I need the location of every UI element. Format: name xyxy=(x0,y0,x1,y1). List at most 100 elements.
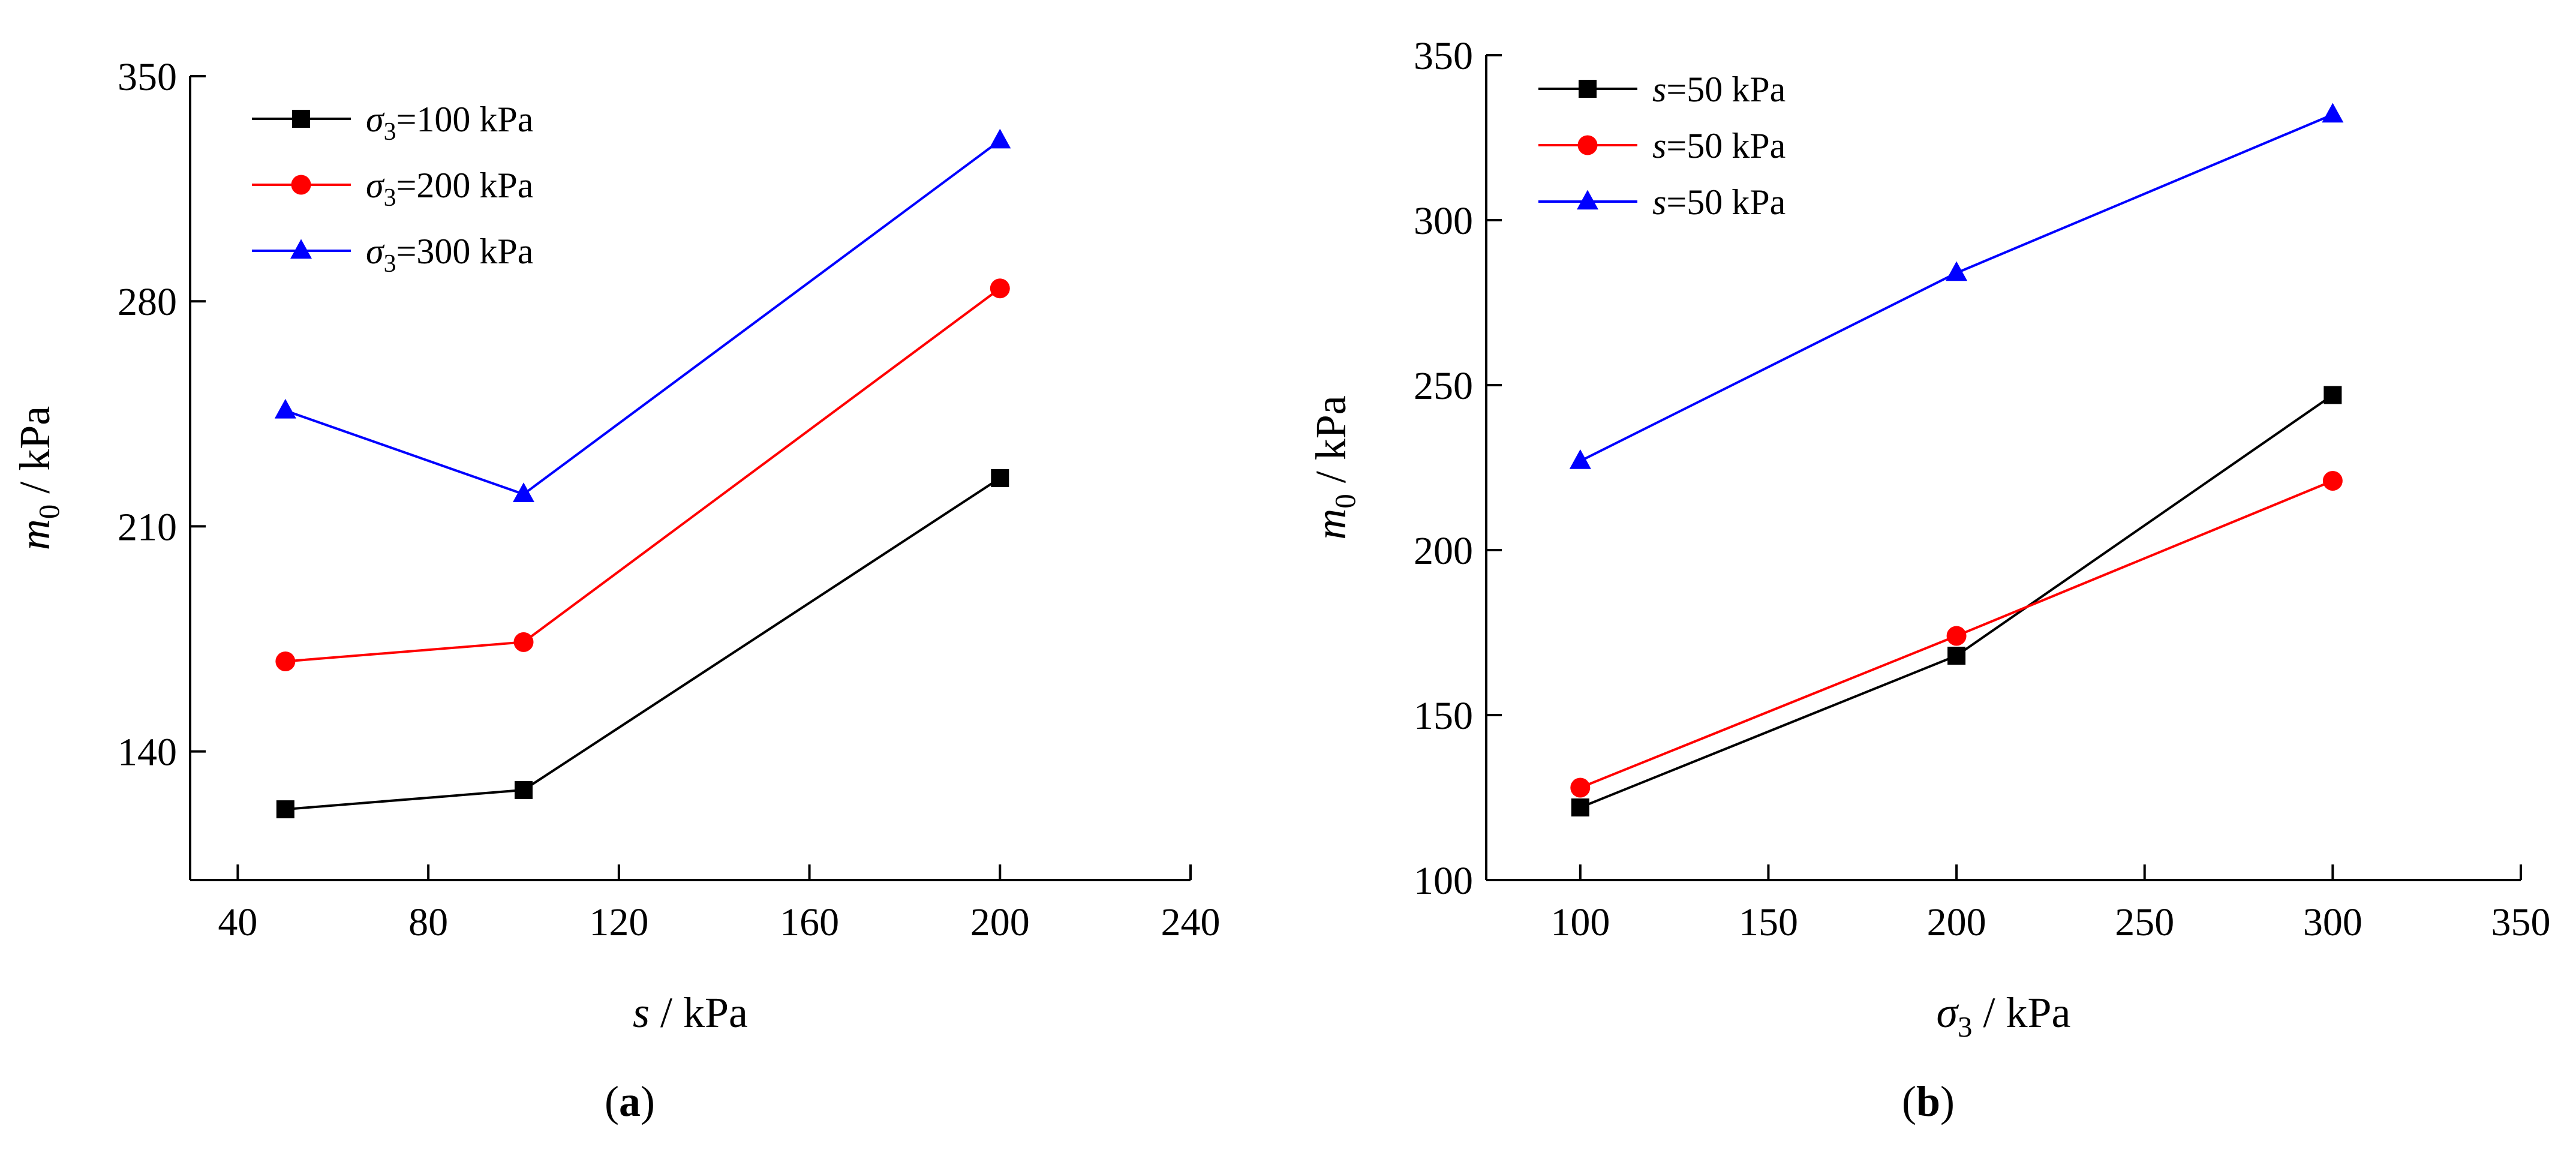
y-tick-label: 300 xyxy=(1414,199,1473,243)
y-axis-title-subscript: 0 xyxy=(32,505,65,519)
legend-label-rest: =300 kPa xyxy=(396,232,534,271)
data-point xyxy=(513,482,534,503)
legend-label-symbol: s xyxy=(1652,182,1666,222)
y-axis-title-unit: / kPa xyxy=(11,406,59,505)
x-tick-label: 150 xyxy=(1739,900,1798,944)
legend-entry: s=50 kPa xyxy=(1538,70,1786,109)
series-line xyxy=(1579,113,2334,463)
series-triangle xyxy=(1569,103,2344,469)
legend-label: σ3=100 kPa xyxy=(366,100,533,146)
legend-marker xyxy=(1577,190,1598,210)
series-circle xyxy=(275,278,1010,672)
legend-label-symbol: σ xyxy=(366,232,385,271)
data-point xyxy=(513,632,534,652)
x-axis-title-subscript: 3 xyxy=(1958,1010,1972,1043)
chart-panel-b: 100 150 200 250 300 350 100 150 200 250 300 350 σ3 /… xyxy=(1307,34,2551,1125)
legend-label-symbol: σ xyxy=(366,100,385,139)
data-point xyxy=(1947,647,1966,665)
x-axis-title-unit: / kPa xyxy=(1972,989,2070,1037)
x-tick-label: 40 xyxy=(218,900,257,944)
legend-label-rest: =50 kPa xyxy=(1666,70,1786,109)
legend-label: s=50 kPa xyxy=(1652,182,1786,222)
legend-marker xyxy=(290,239,312,259)
series-triangle xyxy=(274,128,1011,503)
y-tick-label: 280 xyxy=(118,280,177,324)
x-tick-label: 80 xyxy=(408,900,448,944)
x-tick-label: 300 xyxy=(2303,900,2362,944)
y-tick-label: 200 xyxy=(1414,529,1473,573)
x-tick-label: 200 xyxy=(970,900,1030,944)
data-point xyxy=(274,398,296,419)
data-point xyxy=(276,800,294,819)
y-tick-label: 350 xyxy=(118,55,177,99)
series-line xyxy=(285,477,1001,811)
legend-label-rest: =100 kPa xyxy=(396,100,534,139)
legend-entry: σ3=300 kPa xyxy=(252,232,533,278)
y-axis-title-unit: / kPa xyxy=(1307,395,1355,494)
legend-entry: σ3=100 kPa xyxy=(252,100,533,146)
legend-entry: σ3=200 kPa xyxy=(252,166,533,212)
panel-label-close: ) xyxy=(1940,1077,1955,1125)
data-point xyxy=(990,278,1010,299)
x-tick-label: 120 xyxy=(589,900,648,944)
data-point xyxy=(1570,777,1591,798)
panel-label: (b) xyxy=(1902,1077,1955,1125)
series-circle xyxy=(1570,471,2343,798)
x-tick-label: 100 xyxy=(1550,900,1610,944)
legend-label-subscript: 3 xyxy=(384,250,396,278)
legend-label-rest: =50 kPa xyxy=(1666,182,1786,222)
legend-label-subscript: 3 xyxy=(384,184,396,212)
legend-label-symbol: s xyxy=(1652,70,1666,109)
panel-label-close: ) xyxy=(641,1077,655,1125)
data-point xyxy=(275,651,296,672)
legend-label-symbol: s xyxy=(1652,126,1666,166)
legend-label: s=50 kPa xyxy=(1652,126,1786,166)
y-tick-label: 150 xyxy=(1414,694,1473,738)
data-point xyxy=(1946,261,1968,281)
x-axis-title-symbol: s xyxy=(633,989,650,1037)
data-point xyxy=(1946,626,1967,646)
series-square xyxy=(1571,386,2342,816)
y-axis-title-symbol: m xyxy=(1307,509,1355,540)
y-tick-label: 100 xyxy=(1414,859,1473,903)
legend-entry: s=50 kPa xyxy=(1538,126,1786,166)
legend-label-subscript: 3 xyxy=(384,118,396,146)
y-tick-label: 210 xyxy=(118,505,177,549)
y-tick-label: 140 xyxy=(118,731,177,774)
legend-label-rest: =50 kPa xyxy=(1666,126,1786,166)
legend-label: σ3=300 kPa xyxy=(366,232,533,278)
panel-label-open: ( xyxy=(1902,1077,1916,1125)
series-square xyxy=(276,469,1009,819)
data-point xyxy=(991,469,1009,487)
data-point xyxy=(1569,449,1591,469)
y-tick-label: 350 xyxy=(1414,34,1473,78)
panel-label-open: ( xyxy=(605,1077,619,1125)
x-tick-label: 350 xyxy=(2491,900,2551,944)
data-point xyxy=(2323,386,2342,404)
panel-label: (a) xyxy=(605,1077,655,1125)
x-tick-label: 250 xyxy=(2115,900,2174,944)
x-tick-label: 160 xyxy=(780,900,839,944)
y-axis-title: m0 / kPa xyxy=(1307,395,1361,540)
x-axis-title-symbol: σ xyxy=(1936,989,1959,1037)
x-axis-title-unit: / kPa xyxy=(650,989,748,1037)
x-tick-label: 200 xyxy=(1927,900,1986,944)
legend-marker xyxy=(1577,135,1598,155)
data-point xyxy=(515,780,533,799)
x-axis-title: s / kPa xyxy=(633,989,748,1037)
panel-label-letter: a xyxy=(619,1077,641,1125)
y-axis-title: m0 / kPa xyxy=(11,406,65,551)
y-axis-title-subscript: 0 xyxy=(1328,494,1361,508)
series-line xyxy=(1580,394,2334,809)
legend-entry: s=50 kPa xyxy=(1538,182,1786,222)
x-tick-label: 240 xyxy=(1161,900,1221,944)
legend-marker xyxy=(1579,80,1597,98)
legend-label: s=50 kPa xyxy=(1652,70,1786,109)
legend-label-rest: =200 kPa xyxy=(396,166,534,205)
data-point xyxy=(989,128,1011,149)
legend-marker xyxy=(291,175,311,195)
data-point xyxy=(2322,103,2344,123)
